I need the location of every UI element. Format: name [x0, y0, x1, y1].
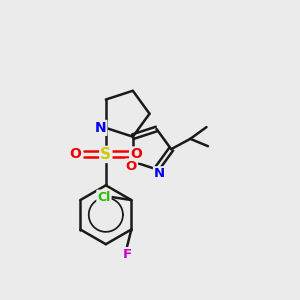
Text: O: O — [70, 147, 81, 161]
Text: N: N — [154, 167, 165, 180]
Text: S: S — [100, 147, 111, 162]
Text: O: O — [126, 160, 137, 172]
Text: Cl: Cl — [97, 190, 111, 204]
Text: F: F — [122, 248, 131, 261]
Text: O: O — [130, 147, 142, 161]
Text: N: N — [95, 121, 106, 135]
